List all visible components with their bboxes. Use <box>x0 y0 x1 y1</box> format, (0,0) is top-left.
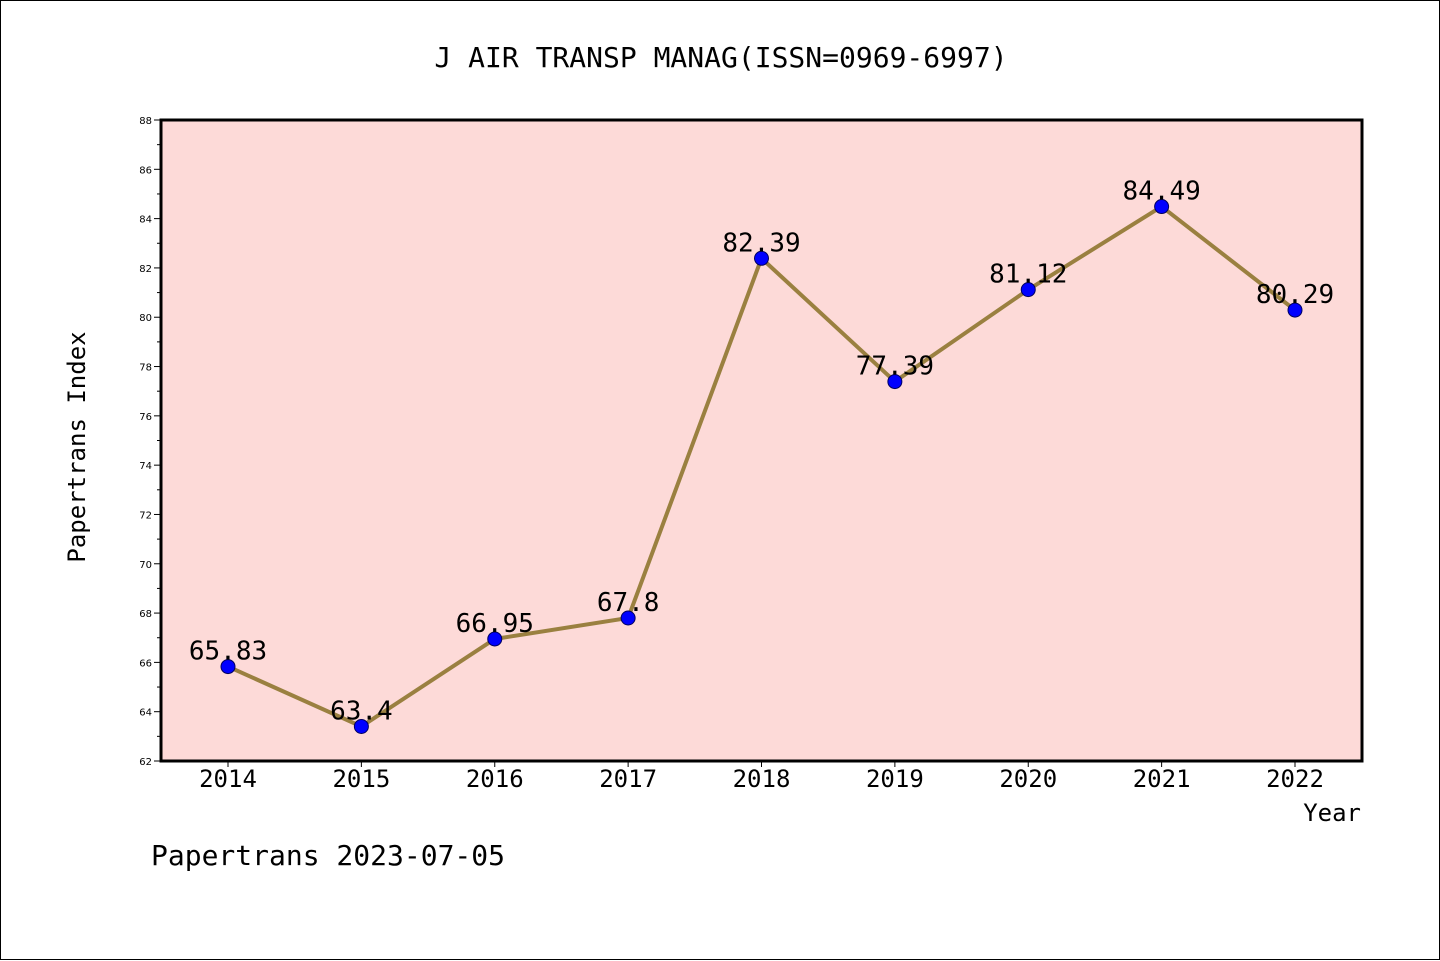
x-tick-label: 2019 <box>866 765 924 793</box>
x-axis-label: Year <box>1303 799 1361 827</box>
data-label-group: 65.83 63.4 66.95 67.8 82.39 77.39 81.12 84.49 80… <box>189 177 1334 727</box>
data-label: 63.4 <box>330 696 393 726</box>
x-tick-label: 2014 <box>199 765 257 793</box>
y-tick-label: 62 <box>139 757 152 768</box>
data-point-marker <box>620 610 636 626</box>
y-tick-label: 78 <box>139 363 152 374</box>
chart-title: J AIR TRANSP MANAG(ISSN=0969-6997) <box>434 41 1007 74</box>
data-label: 82.39 <box>722 228 800 258</box>
x-tick-label: 2018 <box>733 765 791 793</box>
y-tick-label: 72 <box>139 510 152 521</box>
y-tick-label: 76 <box>139 412 152 423</box>
y-tick-label: 80 <box>139 313 152 324</box>
y-tick-label: 68 <box>139 609 152 620</box>
x-tick-label: 2020 <box>999 765 1057 793</box>
y-axis: 62 64 66 68 70 72 74 76 78 80 82 84 86 88 <box>139 116 161 768</box>
data-point-marker <box>754 250 769 266</box>
data-point-marker <box>1020 282 1036 298</box>
x-tick-label: 2017 <box>599 765 657 793</box>
data-point-marker <box>1287 302 1303 318</box>
y-tick-label: 84 <box>139 215 152 226</box>
data-point-marker <box>487 631 503 647</box>
y-tick-label: 74 <box>139 461 152 472</box>
y-tick-label: 88 <box>139 116 152 127</box>
y-axis-label: Papertrans Index <box>63 331 91 562</box>
y-tick-label: 70 <box>139 560 152 571</box>
y-tick-label: 82 <box>139 264 152 275</box>
plot-area <box>159 118 1364 763</box>
data-label: 81.12 <box>989 260 1067 290</box>
data-label: 84.49 <box>1122 177 1200 207</box>
marker-group <box>220 199 1303 734</box>
data-point-marker <box>220 659 236 675</box>
x-tick-label: 2015 <box>332 765 390 793</box>
data-label: 80.29 <box>1256 280 1334 310</box>
data-point-marker <box>1154 199 1170 215</box>
data-label: 67.8 <box>597 588 660 618</box>
y-tick-label: 86 <box>139 165 152 176</box>
data-label: 66.95 <box>456 609 534 639</box>
x-tick-label: 2016 <box>466 765 524 793</box>
y-tick-label: 66 <box>139 658 152 669</box>
data-label: 65.83 <box>189 637 267 667</box>
x-tick-label: 2022 <box>1266 765 1324 793</box>
x-axis: 2014 2015 2016 2017 2018 2019 2020 2021 2022 <box>199 761 1324 793</box>
data-point-marker <box>887 374 903 390</box>
data-point-marker <box>353 718 369 734</box>
data-label: 77.39 <box>856 352 934 382</box>
footer-text: Papertrans 2023-07-05 <box>151 839 505 872</box>
y-tick-label: 64 <box>139 708 152 719</box>
x-tick-label: 2021 <box>1133 765 1191 793</box>
